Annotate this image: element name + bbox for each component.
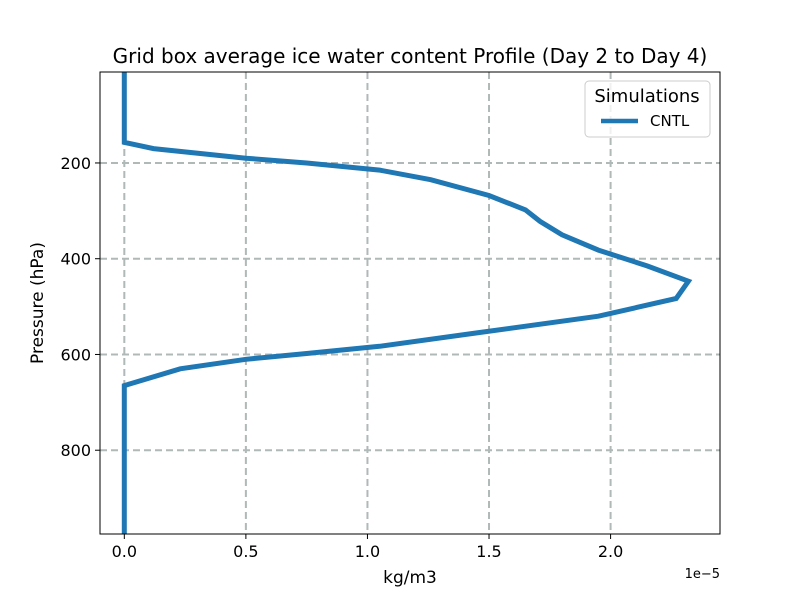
y-axis-label: Pressure (hPa) [28,242,48,364]
x-tick-label: 0.5 [233,542,258,561]
x-tick-label: 2.0 [598,542,623,561]
x-tick-label: 0.0 [112,542,137,561]
x-tick-label: 1.5 [476,542,501,561]
x-axis-label: kg/m3 [383,568,437,588]
y-tick-label: 600 [60,345,91,364]
chart-title: Grid box average ice water content Profi… [113,44,708,68]
ticks: 0.0 0.5 1.0 1.5 2.0 200 400 600 800 [60,154,623,561]
x-axis-offset-label: 1e−5 [685,567,720,582]
legend-label-cntl: CNTL [650,112,690,130]
plot-lines [121,72,693,534]
axes-frame [99,71,721,535]
x-tick-label: 1.0 [355,542,380,561]
y-tick-label: 400 [60,250,91,269]
y-tick-label: 800 [60,441,91,460]
series-line-cntl [121,72,693,534]
legend-title: Simulations [594,86,699,107]
legend: Simulations CNTL [584,80,711,138]
grid [100,72,720,534]
y-tick-label: 200 [60,154,91,173]
